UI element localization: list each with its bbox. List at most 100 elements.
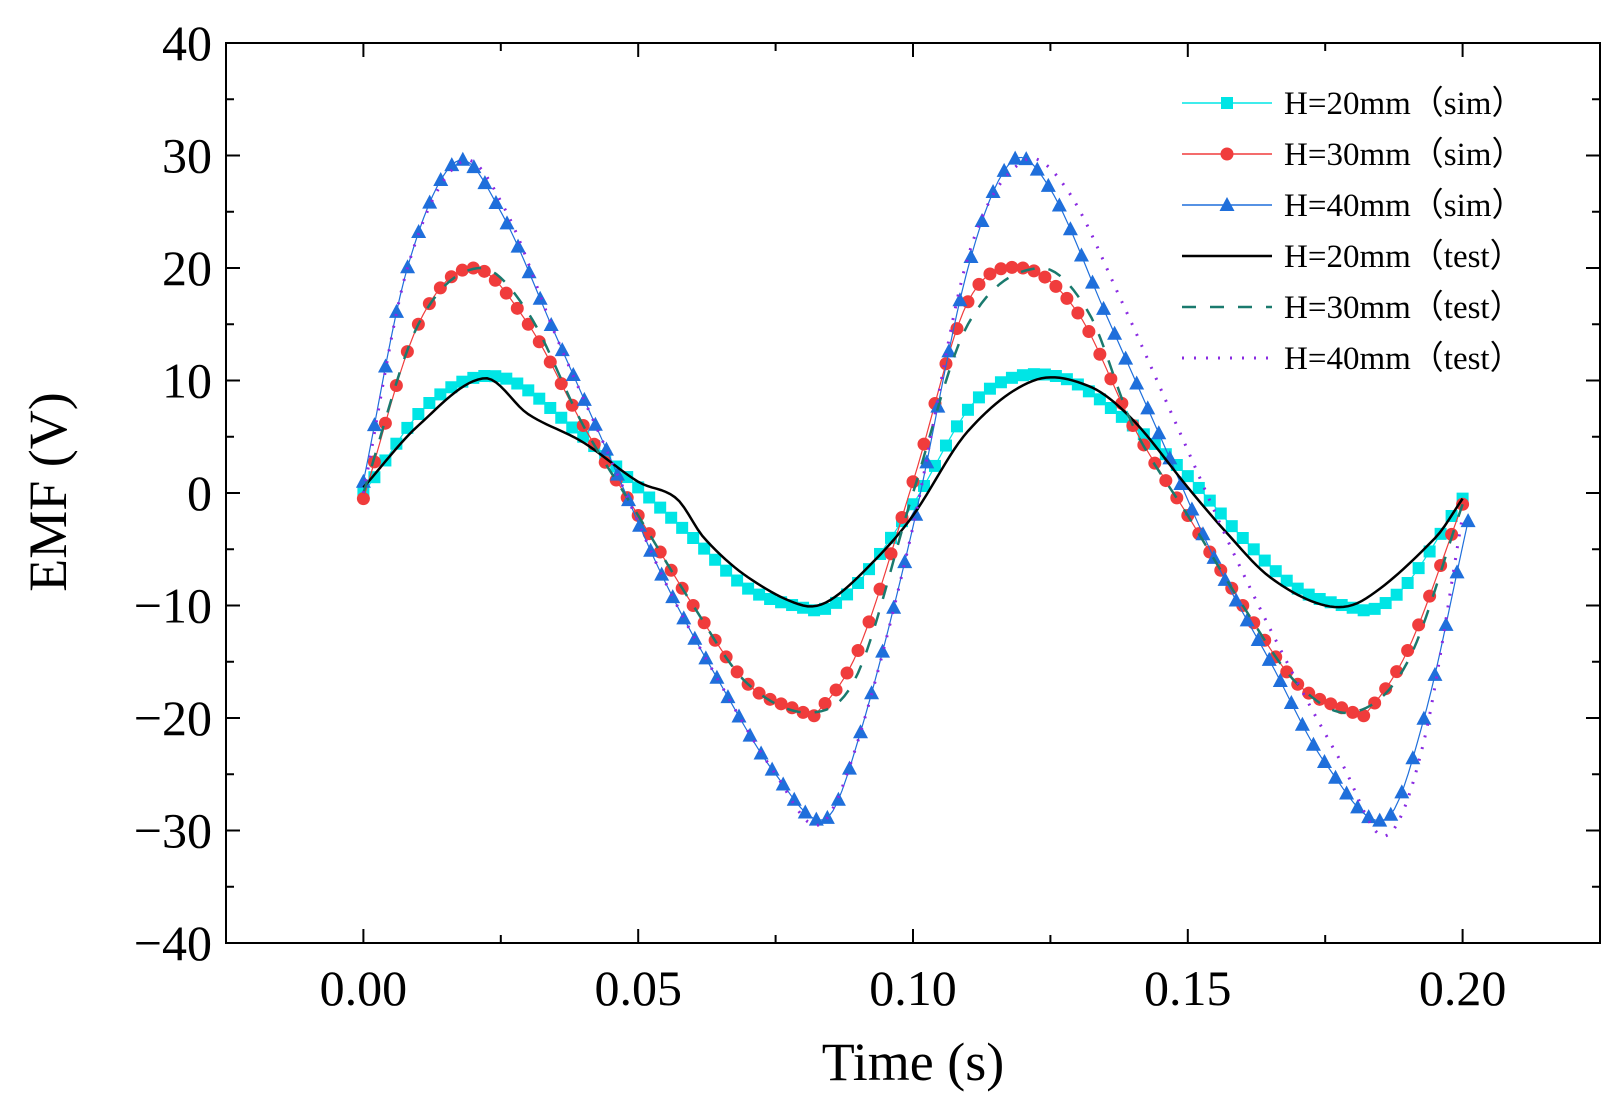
data-point (1192, 481, 1205, 494)
data-point (533, 392, 546, 405)
data-point (1016, 369, 1029, 382)
data-point (840, 666, 854, 680)
data-point (356, 492, 370, 506)
data-point (875, 643, 891, 658)
data-point (819, 809, 835, 824)
data-point (455, 263, 469, 277)
data-point (996, 162, 1012, 177)
axes-layer: 40 30 20 10 0 −10 −20 −30 −40 0.00 0.05 0.10 0.15 0.2… (134, 15, 1601, 1016)
y-tick-label: −10 (134, 578, 212, 634)
data-point (477, 175, 493, 190)
data-point (1412, 618, 1426, 632)
data-point (829, 683, 843, 697)
data-point (1173, 476, 1189, 491)
data-point (774, 697, 788, 711)
data-point (884, 547, 898, 561)
data-point (632, 517, 648, 532)
series-H=20mm（test） (362, 376, 1464, 609)
data-point (1027, 368, 1040, 381)
data-point (730, 665, 744, 679)
data-point (466, 159, 482, 174)
y-tick-label: 0 (187, 465, 212, 521)
data-point (654, 501, 667, 514)
data-point (983, 267, 997, 281)
data-point (1247, 543, 1260, 556)
legend-item: H=40mm（test） (1182, 341, 1523, 377)
data-point (1239, 612, 1255, 627)
data-point (643, 542, 659, 557)
data-point (1073, 247, 1089, 262)
data-point (522, 384, 535, 397)
data-point (742, 727, 758, 742)
data-point (1060, 291, 1074, 305)
y-tick-label: −30 (134, 803, 212, 859)
data-point (510, 238, 526, 253)
data-point (950, 322, 964, 336)
data-point (1401, 644, 1415, 657)
data-point (554, 377, 568, 391)
data-point (1335, 599, 1348, 612)
data-point (521, 317, 535, 331)
data-point (665, 511, 678, 524)
data-point (366, 417, 382, 432)
data-point (1346, 705, 1360, 719)
data-point (544, 401, 557, 414)
legend-label: H=20mm（sim） (1284, 86, 1524, 122)
data-point (1372, 812, 1388, 827)
data-point (565, 366, 581, 381)
data-point (1038, 270, 1052, 284)
data-point (434, 388, 447, 401)
data-point (1082, 325, 1096, 339)
data-point (532, 335, 546, 349)
data-point (698, 542, 711, 555)
data-point (510, 301, 524, 315)
legend-label: H=30mm（test） (1284, 290, 1523, 326)
legend-marker (1220, 147, 1234, 161)
data-point (1269, 565, 1282, 578)
data-point (445, 381, 458, 394)
data-point (1379, 682, 1393, 696)
data-point (1316, 754, 1332, 769)
data-point (974, 213, 990, 228)
data-point (686, 599, 700, 612)
data-point (764, 761, 780, 776)
data-point (1005, 260, 1019, 274)
data-point (939, 439, 952, 452)
data-point (950, 420, 963, 433)
data-point (863, 563, 876, 576)
data-point (401, 421, 414, 434)
data-point (830, 791, 846, 806)
data-point (753, 745, 769, 760)
data-point (676, 521, 689, 534)
data-point (742, 582, 755, 595)
data-point (1107, 325, 1123, 340)
data-point (1096, 300, 1112, 315)
x-tick-label: 0.15 (1144, 960, 1232, 1016)
data-point (862, 615, 876, 629)
data-point (851, 644, 865, 657)
data-point (819, 602, 832, 615)
data-point (1460, 513, 1476, 528)
x-tick-label: 0.05 (594, 960, 682, 1016)
data-point (1423, 545, 1436, 558)
data-point (731, 574, 744, 587)
data-point (422, 194, 438, 209)
data-point (917, 437, 931, 451)
data-point (808, 811, 824, 826)
data-point (521, 264, 537, 279)
data-point (1104, 401, 1117, 414)
data-point (543, 317, 559, 332)
data-point (377, 358, 393, 373)
x-tick-label: 0.00 (320, 960, 408, 1016)
y-tick-label: 20 (162, 240, 212, 296)
data-point (983, 382, 996, 395)
data-point (1272, 672, 1288, 687)
legend-label: H=20mm（test） (1284, 239, 1523, 275)
data-point (886, 599, 902, 614)
legend-marker (1219, 197, 1235, 211)
data-point (1339, 785, 1355, 800)
legend: H=20mm（sim） H=30mm（sim） H=40mm（sim） H=20mm（… (1182, 86, 1524, 377)
data-point (1236, 532, 1249, 544)
data-point (1140, 400, 1156, 415)
